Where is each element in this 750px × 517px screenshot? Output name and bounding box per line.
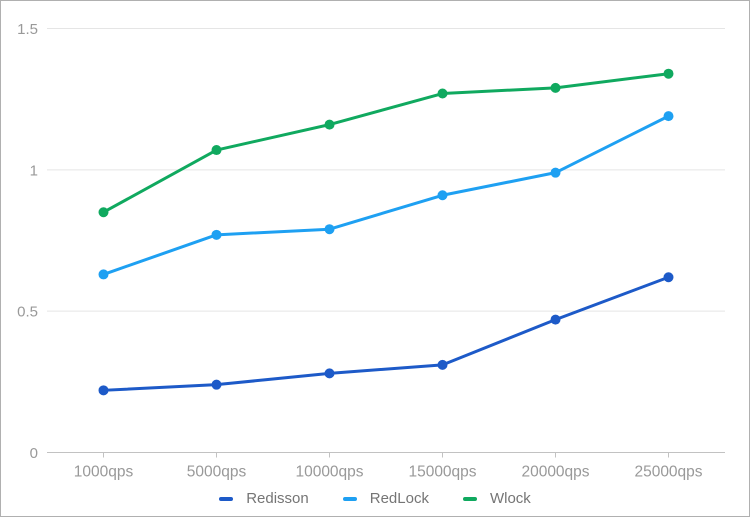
data-point-redisson-15000qps xyxy=(437,359,448,370)
x-axis-label-5000qps: 5000qps xyxy=(187,464,247,481)
x-axis-ticks xyxy=(103,452,669,458)
data-point-wlock-5000qps xyxy=(211,145,222,156)
y-axis-label-0: 0 xyxy=(30,445,38,462)
data-point-redisson-1000qps xyxy=(98,385,109,396)
series-redlock xyxy=(98,111,674,280)
data-point-redisson-10000qps xyxy=(324,368,335,379)
legend-marker-redlock xyxy=(342,496,357,501)
legend-label-redlock: RedLock xyxy=(369,490,429,507)
series-line-wlock xyxy=(102,72,670,214)
data-point-wlock-10000qps xyxy=(324,119,335,130)
data-point-redlock-25000qps xyxy=(663,111,674,122)
legend-marker-wlock xyxy=(462,496,477,501)
series-line-redisson xyxy=(102,275,670,392)
x-axis-label-25000qps: 25000qps xyxy=(634,464,702,481)
legend-label-wlock: Wlock xyxy=(489,490,531,507)
data-point-redlock-10000qps xyxy=(324,224,335,235)
x-axis-label-20000qps: 20000qps xyxy=(521,464,589,481)
y-axis-label-0.5: 0.5 xyxy=(17,304,38,321)
data-point-wlock-1000qps xyxy=(98,207,109,218)
x-axis-label-10000qps: 10000qps xyxy=(295,464,363,481)
data-point-wlock-25000qps xyxy=(663,68,674,79)
y-axis-label-1.5: 1.5 xyxy=(17,21,38,38)
series-wlock xyxy=(98,68,674,218)
legend-label-redisson: Redisson xyxy=(246,490,309,507)
legend-item-redisson[interactable]: Redisson xyxy=(219,491,309,506)
data-point-wlock-15000qps xyxy=(437,88,448,99)
legend-item-redlock[interactable]: RedLock xyxy=(342,490,429,507)
data-point-redisson-5000qps xyxy=(211,379,222,390)
y-axis-labels: 0 0.5 1 1.5 xyxy=(17,21,38,462)
chart-legend: Redisson RedLock Wlock xyxy=(1,491,749,506)
data-point-redlock-15000qps xyxy=(437,190,448,201)
x-axis-label-1000qps: 1000qps xyxy=(74,464,134,481)
data-point-wlock-20000qps xyxy=(550,82,561,93)
data-point-redlock-20000qps xyxy=(550,167,561,178)
data-point-redisson-25000qps xyxy=(663,272,674,283)
data-point-redisson-20000qps xyxy=(550,314,561,325)
legend-item-wlock[interactable]: Wlock xyxy=(462,490,531,507)
legend-marker-redisson xyxy=(219,496,234,501)
y-axis-label-1: 1 xyxy=(30,162,38,179)
data-point-redlock-5000qps xyxy=(211,229,222,240)
x-axis-labels: 1000qps 5000qps 10000qps 15000qps 20000qps 25… xyxy=(74,464,703,481)
y-gridlines xyxy=(47,27,725,312)
series-line-redlock xyxy=(102,114,670,276)
series-redisson xyxy=(98,272,674,396)
x-axis-label-15000qps: 15000qps xyxy=(408,464,476,481)
data-point-redlock-1000qps xyxy=(98,269,109,280)
